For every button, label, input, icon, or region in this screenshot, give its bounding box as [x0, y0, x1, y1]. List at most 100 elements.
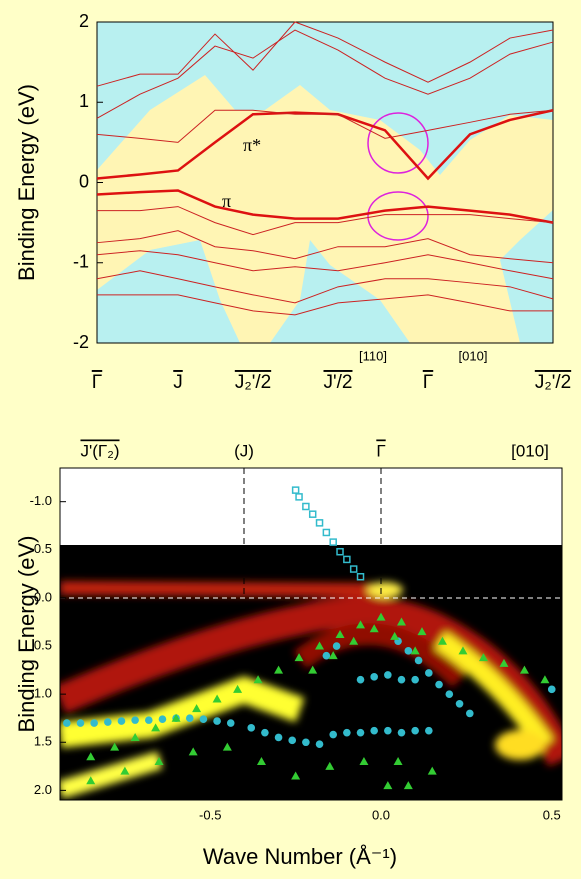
circle-point [370, 726, 378, 735]
triangle-point [315, 641, 325, 650]
y-axis-label: Binding Energy (eV) [14, 536, 39, 733]
y-tick-label: -2 [73, 332, 89, 352]
triangle-point [403, 781, 413, 790]
triangle-point [396, 617, 406, 626]
triangle-point [499, 658, 509, 667]
annotation: [110] [359, 348, 387, 363]
band-line [96, 189, 554, 224]
triangle-point [519, 665, 529, 674]
circle-point [384, 671, 392, 679]
annotation: (J) [234, 441, 254, 460]
square-point [336, 547, 344, 556]
x-tick-label: J₂'/2 [535, 372, 571, 393]
triangle-point [294, 653, 304, 662]
circle-point [397, 728, 406, 737]
circle-point [76, 719, 85, 727]
square-point [315, 519, 324, 527]
square-point [308, 510, 317, 518]
y-tick-label: 1.0 [34, 686, 52, 701]
circle-point [455, 699, 464, 708]
annotation: [010] [459, 348, 488, 363]
circle-point [185, 714, 194, 723]
triangle-point [130, 732, 140, 741]
circle-point [247, 724, 256, 732]
x-tick-label: 0.0 [372, 807, 390, 822]
triangle-point [188, 747, 198, 756]
circle-point [404, 647, 413, 655]
triangle-point [349, 636, 359, 645]
circle-point [343, 728, 351, 737]
triangle-point [437, 636, 447, 645]
band-line [96, 109, 554, 143]
annotation: π* [243, 135, 261, 155]
circle-point [322, 651, 331, 660]
y-tick-label: -0.5 [30, 541, 52, 556]
circle-point [411, 726, 419, 735]
circle-point [90, 719, 98, 727]
circle-point [384, 726, 392, 735]
circle-point [547, 685, 556, 694]
triangle-point [390, 631, 400, 640]
triangle-point [335, 629, 345, 638]
triangle-point [369, 624, 379, 633]
plot-frame [59, 467, 563, 801]
circle-point [435, 680, 443, 689]
x-tick-label: Γ [92, 372, 102, 393]
triangle-point [308, 665, 318, 674]
band-line [96, 250, 554, 280]
circle-point [302, 738, 310, 747]
triangle-point [356, 620, 366, 629]
circle-point [414, 656, 423, 665]
triangle-point [540, 675, 550, 684]
triangle-point [233, 684, 243, 693]
circle-point [274, 733, 283, 742]
x-tick-label: J'/2 [324, 372, 353, 393]
circle-point [288, 736, 297, 745]
y-tick-label: 1 [79, 91, 89, 111]
circle-point [117, 717, 126, 725]
circle-point [332, 642, 341, 650]
annotation: [010] [511, 441, 549, 460]
triangle-point [328, 651, 338, 660]
circle-point [261, 728, 269, 737]
annotation: J'(Γ₂) [80, 441, 119, 460]
y-tick-label: -1.0 [30, 493, 52, 508]
square-point [343, 555, 351, 564]
x-tick-label: Γ [423, 372, 433, 393]
triangle-point [86, 776, 96, 785]
triangle-point [291, 771, 301, 780]
circle-point [370, 673, 378, 681]
triangle-point [359, 757, 369, 766]
square-point [349, 565, 358, 573]
triangle-point [478, 653, 488, 662]
y-tick-label: 2 [79, 11, 89, 31]
y-tick-label: 0.5 [34, 637, 52, 652]
triangle-point [383, 781, 393, 790]
triangle-point [427, 766, 437, 775]
circle-point [425, 669, 433, 677]
y-tick-label: -1 [73, 252, 89, 272]
triangle-point [393, 757, 403, 766]
triangle-point [410, 646, 420, 655]
square-point [295, 493, 303, 501]
circle-point [63, 719, 71, 727]
annotation: π [222, 191, 231, 211]
triangle-point [192, 704, 202, 713]
band-line [96, 21, 554, 87]
triangle-point [110, 742, 120, 751]
circle-point [315, 740, 324, 748]
triangle-point [325, 761, 335, 770]
circle-point [465, 709, 474, 718]
y-tick-label: 0 [79, 171, 89, 191]
triangle-point [274, 665, 284, 674]
y-tick-label: 2.0 [34, 782, 52, 797]
x-axis-label: Wave Number (Å⁻¹) [203, 844, 397, 869]
circle-point [356, 728, 365, 737]
triangle-point [212, 694, 222, 703]
circle-point [131, 716, 139, 724]
square-point [329, 538, 337, 546]
triangle-point [222, 742, 232, 751]
triangle-point [253, 675, 263, 684]
band-line [97, 206, 554, 236]
projected-region [97, 75, 553, 343]
